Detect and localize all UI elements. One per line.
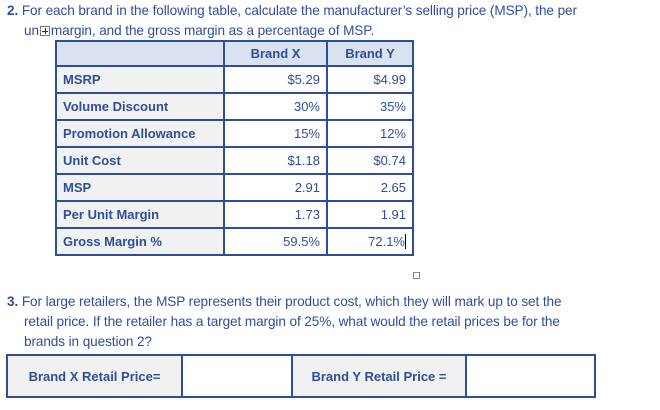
question-2-line1: For each brand in the following table, c… (21, 3, 577, 18)
row-label-volume-discount[interactable]: Volume Discount (55, 92, 225, 121)
brand-calculation-table: Brand X Brand Y MSRP $5.29 $4.99 Volume … (55, 40, 414, 256)
header-brand-x[interactable]: Brand X (223, 40, 328, 67)
question-2-line2: un margin, and the gross margin as a perc… (7, 21, 657, 41)
table-row: MSRP $5.29 $4.99 (55, 65, 414, 94)
table-row: MSP 2.91 2.65 (55, 173, 414, 202)
brand-x-retail-label: Brand X Retail Price= (6, 354, 183, 398)
cell-brand-x-msp[interactable]: 2.91 (223, 173, 328, 202)
question-3: 3. For large retailers, the MSP represen… (7, 292, 657, 352)
retail-row: Brand X Retail Price= Brand Y Retail Pri… (6, 354, 596, 398)
cell-brand-x-msrp[interactable]: $5.29 (223, 65, 328, 94)
row-label-unit-cost[interactable]: Unit Cost (55, 146, 225, 175)
table-row: Unit Cost $1.18 $0.74 (55, 146, 414, 175)
retail-price-table: Brand X Retail Price= Brand Y Retail Pri… (6, 354, 596, 398)
brand-y-retail-label: Brand Y Retail Price = (291, 354, 467, 398)
table-move-handle-icon[interactable] (39, 26, 50, 36)
cell-brand-y-unit-cost[interactable]: $0.74 (326, 146, 414, 175)
question-2-line2-end: margin, and the gross margin as a percen… (50, 23, 375, 38)
text-cursor (405, 234, 406, 249)
question-2-number: 2. (7, 3, 19, 18)
cell-brand-y-msp[interactable]: 2.65 (326, 173, 414, 202)
table-row: Per Unit Margin 1.73 1.91 (55, 200, 414, 229)
question-2: 2. For each brand in the following table… (7, 1, 657, 41)
table-row: Gross Margin % 59.5% 72.1% (55, 227, 414, 256)
row-label-per-unit-margin[interactable]: Per Unit Margin (55, 200, 225, 229)
question-3-line1: For large retailers, the MSP represents … (21, 294, 562, 309)
question-3-line2: retail price. If the retailer has a targ… (24, 314, 560, 329)
table-header-row: Brand X Brand Y (55, 40, 414, 67)
cell-brand-y-msrp[interactable]: $4.99 (326, 65, 414, 94)
cell-brand-x-gross-margin[interactable]: 59.5% (223, 227, 328, 256)
cell-brand-x-promotion-allowance[interactable]: 15% (223, 119, 328, 148)
cell-brand-y-gross-margin-text: 72.1% (368, 234, 405, 249)
row-label-promotion-allowance[interactable]: Promotion Allowance (55, 119, 225, 148)
cell-brand-y-gross-margin[interactable]: 72.1% (326, 227, 414, 256)
question-3-line3: brands in question 2? (24, 334, 152, 349)
header-brand-y[interactable]: Brand Y (326, 40, 414, 67)
cell-brand-x-unit-cost[interactable]: $1.18 (223, 146, 328, 175)
cell-brand-x-volume-discount[interactable]: 30% (223, 92, 328, 121)
brand-y-retail-input[interactable] (465, 354, 596, 398)
row-label-msp[interactable]: MSP (55, 173, 225, 202)
row-label-msrp[interactable]: MSRP (55, 65, 225, 94)
cell-brand-y-volume-discount[interactable]: 35% (326, 92, 414, 121)
table-row: Promotion Allowance 15% 12% (55, 119, 414, 148)
table-row: Volume Discount 30% 35% (55, 92, 414, 121)
table-resize-handle-icon[interactable] (413, 272, 420, 279)
cell-brand-y-per-unit-margin[interactable]: 1.91 (326, 200, 414, 229)
question-3-number: 3. (7, 294, 19, 309)
question-2-line2-start: un (24, 23, 39, 38)
cell-brand-x-per-unit-margin[interactable]: 1.73 (223, 200, 328, 229)
brand-x-retail-input[interactable] (181, 354, 293, 398)
row-label-gross-margin[interactable]: Gross Margin % (55, 227, 225, 256)
cell-brand-y-promotion-allowance[interactable]: 12% (326, 119, 414, 148)
header-corner-cell[interactable] (55, 40, 225, 67)
